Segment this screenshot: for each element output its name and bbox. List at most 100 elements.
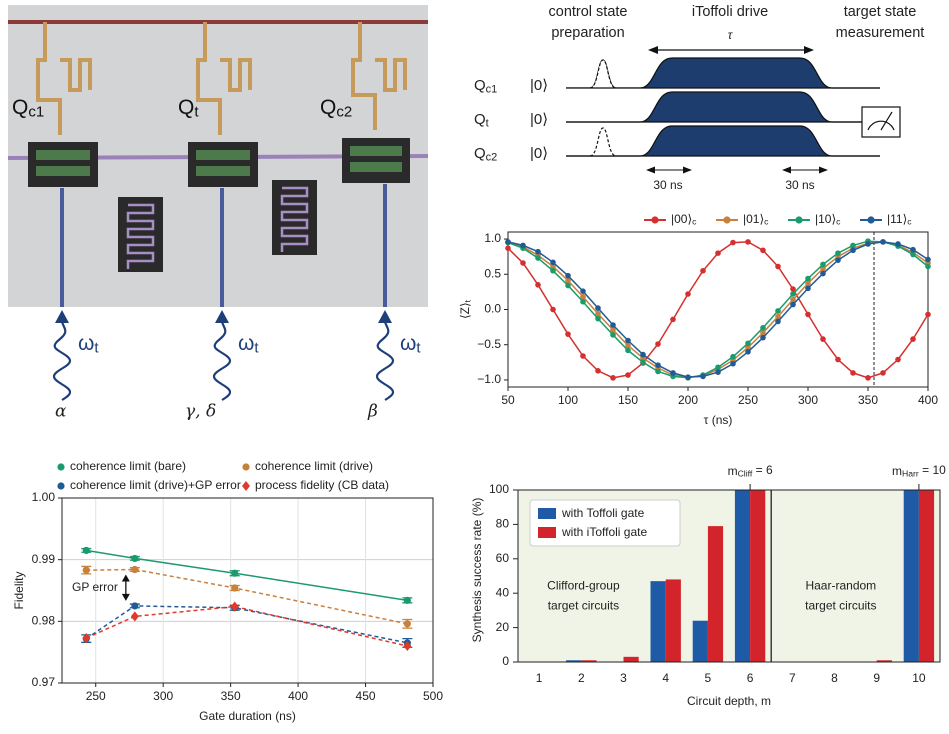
coupler-resonator: [118, 197, 163, 272]
marker: [760, 334, 766, 341]
marker: [910, 251, 916, 258]
y-tick-label: 20: [496, 620, 510, 634]
bar: [566, 660, 582, 662]
qubit-label: Qc2: [320, 96, 352, 121]
marker: [700, 373, 706, 380]
marker: [775, 308, 781, 314]
legend-label-sub: c: [907, 217, 912, 227]
y-tick-label: 0.99: [32, 552, 56, 566]
bar: [903, 490, 919, 662]
marker: [745, 348, 751, 355]
qubit-label-sub: c2: [336, 103, 352, 120]
x-tick-label: 2: [578, 671, 585, 685]
y-tick-label: 1.00: [32, 490, 56, 504]
drive-label-base: ω: [238, 332, 254, 355]
drive-label: ωt: [400, 332, 421, 357]
meander: [280, 186, 309, 252]
marker: [550, 259, 556, 266]
arrow-head: [121, 574, 130, 601]
marker-label-base: m: [892, 464, 902, 478]
marker: [775, 313, 781, 320]
resonator: [196, 22, 252, 135]
marker: [520, 260, 526, 266]
bar: [707, 526, 724, 662]
y-tick-label: 0.97: [32, 675, 56, 689]
marker: [835, 257, 841, 263]
x-tick-label: 9: [873, 671, 880, 685]
marker: [880, 370, 886, 376]
marker: [775, 318, 781, 325]
prep-pulse: [589, 127, 617, 157]
x-tick-label: 400: [918, 393, 938, 407]
marker: [565, 331, 571, 337]
marker: [595, 315, 601, 322]
marker: [57, 463, 65, 471]
marker: [131, 565, 139, 574]
marker: [865, 241, 871, 247]
qubit-label-base: Q: [178, 96, 194, 119]
legend-label: with iToffoli gate: [561, 525, 647, 539]
marker: [760, 247, 766, 254]
marker: [730, 360, 736, 367]
marker: [595, 310, 601, 317]
header: control state: [549, 4, 628, 20]
y-tick-label: 0: [502, 654, 509, 668]
qubit-pad: [342, 138, 410, 183]
marker: [403, 620, 411, 628]
marker: [610, 322, 616, 328]
marker: [610, 332, 616, 338]
ramp-label: 30 ns: [785, 178, 814, 192]
row-label-base: Q: [474, 145, 486, 162]
coupler-resonator: [272, 180, 317, 255]
x-tick-label: 400: [288, 689, 308, 703]
plot-frame: [517, 489, 941, 663]
marker: [625, 342, 631, 349]
x-tick-label: 6: [747, 671, 754, 685]
plot-frame: [61, 497, 434, 684]
qubit-capacitor: [196, 150, 250, 160]
bar: [876, 660, 892, 662]
marker: [595, 305, 601, 311]
wave: [52, 321, 72, 401]
marker-label-sub: Harr: [902, 469, 919, 479]
marker-label-sub: Cliff: [738, 469, 753, 479]
marker: [242, 463, 250, 471]
row-label-sub: t: [486, 117, 489, 129]
arrow-head: [378, 310, 392, 323]
measurement-box: [861, 106, 901, 138]
marker-label-base: m: [728, 464, 738, 478]
marker: [760, 329, 766, 336]
drive-arrows: [52, 310, 395, 401]
marker: [131, 602, 139, 610]
series-line: [86, 549, 408, 602]
marker: [82, 546, 90, 555]
series-line: [507, 241, 929, 379]
row-label: Qc2: [474, 145, 497, 163]
marker: [730, 239, 736, 246]
x-tick-label: 300: [798, 393, 818, 407]
qubit-label-base: Q: [320, 96, 336, 119]
meter: [867, 111, 895, 131]
legend-label: |01⟩c: [743, 212, 769, 227]
y-tick-label: 100: [489, 482, 509, 496]
parameter-label: β: [367, 402, 378, 422]
marker: [723, 216, 731, 224]
prep-pulse: [589, 59, 617, 89]
series-line: [507, 241, 929, 378]
drive-label-sub: t: [254, 339, 259, 356]
marker: [715, 369, 721, 376]
marker: [925, 263, 931, 270]
y-tick-label: 0.98: [32, 614, 56, 628]
pulse-qc2: [566, 125, 880, 157]
marker-label-tail: = 10: [919, 463, 946, 477]
y-tick-label: 0.0: [484, 302, 501, 316]
marker: [910, 336, 916, 342]
marker: [505, 245, 511, 252]
marker: [745, 344, 751, 351]
series-line: [507, 240, 929, 379]
legend-box: [529, 499, 681, 547]
x-axis-label: Gate duration (ns): [199, 709, 296, 723]
meander: [126, 203, 155, 269]
x-tick-label: 350: [221, 689, 241, 703]
y-tick-label: 60: [496, 551, 510, 565]
